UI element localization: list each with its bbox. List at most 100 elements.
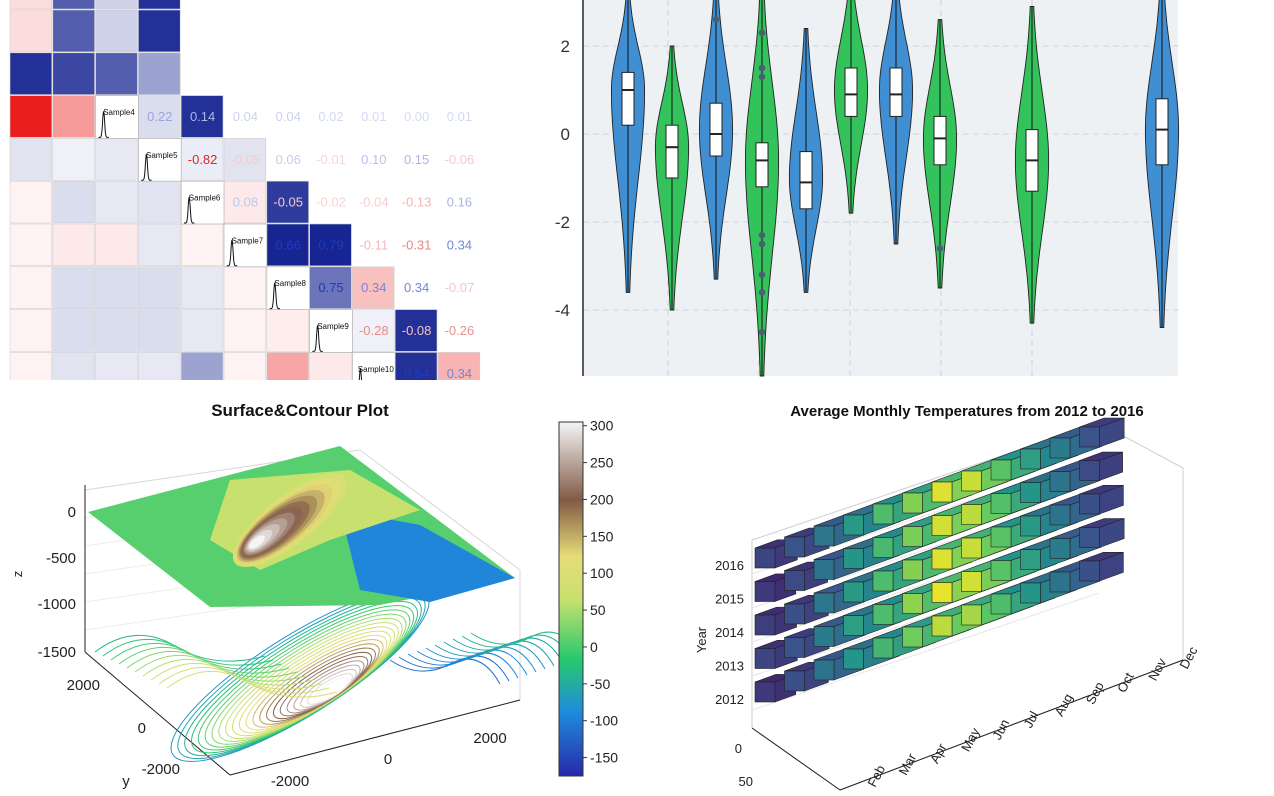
x-tick-label: -2000	[271, 773, 309, 790]
density-curve	[184, 196, 195, 224]
heatmap-cell	[9, 52, 53, 95]
heatmap-cell	[223, 309, 267, 352]
x-axis-line	[229, 699, 521, 776]
density-curve	[312, 325, 323, 352]
correlation-value: 0.75	[318, 280, 343, 295]
bar-front-face	[813, 592, 835, 614]
correlation-value: -0.04	[359, 195, 389, 210]
bar-front-face	[1020, 515, 1041, 537]
correlation-value: 0.04	[233, 109, 258, 124]
heatmap-cell	[309, 223, 352, 267]
contour-line	[416, 649, 528, 676]
bar-front-face	[902, 626, 923, 648]
colorbar-tick-label: 0	[590, 639, 598, 655]
month-tick-label: Jul	[1020, 709, 1041, 731]
bar-front-face	[931, 481, 953, 503]
correlation-value: 0.08	[233, 195, 258, 210]
bar-front-face	[961, 604, 982, 626]
bar3d-title: Average Monthly Temperatures from 2012 t…	[790, 403, 1143, 420]
colorbar-tick-label: -50	[590, 676, 610, 692]
contour-line	[204, 609, 411, 748]
contour-line	[313, 677, 350, 703]
heatmap-cell	[9, 180, 53, 224]
month-tick-label: Mar	[896, 750, 920, 777]
z-tick-label: 0	[735, 741, 742, 756]
bar-front-face	[872, 604, 894, 625]
bar-front-face	[754, 581, 776, 602]
density-curve	[98, 111, 109, 138]
bar-front-face	[931, 515, 953, 536]
heatmap-cell	[138, 52, 181, 95]
colorbar-tick-label: 50	[590, 602, 606, 618]
heatmap-cell	[95, 9, 138, 53]
y-axis-label: y	[122, 773, 130, 790]
y-tick-label: -2	[555, 213, 570, 232]
correlation-value: -0.28	[359, 323, 389, 338]
month-tick-label: Dec	[1176, 644, 1200, 672]
heatmap-cell	[52, 352, 95, 380]
bar-front-face	[813, 626, 835, 647]
heatmap-cell	[52, 266, 95, 309]
diagonal-label: Sample9	[317, 322, 349, 331]
month-tick-label: Oct	[1114, 670, 1137, 695]
violin-box	[1155, 98, 1169, 166]
heatmap-cell	[138, 95, 181, 138]
bar-front-face	[813, 559, 835, 580]
outlier-point	[758, 289, 766, 296]
violin-box	[799, 151, 813, 210]
y-tick-label: 2	[561, 37, 570, 56]
heatmap-cell	[266, 309, 309, 352]
colorbar-tick-label: 300	[590, 418, 614, 434]
colorbar-tick-label: -100	[590, 713, 618, 729]
bar-front-face	[990, 459, 1012, 481]
heatmap-cell	[95, 352, 138, 380]
heatmap-cell	[9, 352, 53, 380]
diagonal-label: Sample6	[189, 194, 221, 203]
y-tick-label: -4	[555, 301, 570, 320]
correlation-value: 0.00	[404, 109, 429, 124]
density-curve	[141, 154, 152, 181]
correlation-value: 0.79	[318, 237, 343, 252]
colorbar-tick-label: 250	[590, 455, 614, 471]
y-axis-line	[84, 651, 231, 776]
heatmap-cell	[52, 0, 95, 10]
year-tick-label: 2014	[715, 625, 744, 640]
density-curve	[358, 368, 363, 380]
bar-front-face	[902, 559, 923, 581]
bar-front-face	[990, 493, 1012, 514]
correlation-value: 0.10	[361, 152, 386, 167]
violin-box	[933, 115, 947, 166]
outlier-point	[758, 73, 766, 81]
year-tick-label: 2012	[715, 692, 744, 707]
correlation-value: -0.01	[316, 152, 346, 167]
bar-front-face	[1079, 460, 1100, 481]
bar-front-face	[872, 503, 894, 525]
box-guide	[359, 449, 521, 571]
heatmap-cell	[9, 309, 53, 352]
z-tick-label: -500	[46, 550, 76, 567]
correlation-value: -0.26	[445, 323, 475, 338]
heatmap-cell	[138, 309, 181, 352]
heatmap-cell	[437, 352, 481, 380]
x-tick-label: 2000	[473, 730, 506, 747]
z-tick-label: -1000	[38, 596, 76, 613]
correlation-value: 0.34	[361, 280, 386, 295]
bar-front-face	[931, 582, 953, 603]
heatmap-cell	[309, 266, 352, 309]
bar-front-face	[1049, 504, 1071, 526]
year-tick-label: 2016	[715, 558, 744, 573]
surface-lowland	[340, 510, 515, 602]
heatmap-cell	[180, 309, 224, 352]
bar-front-face	[754, 614, 776, 636]
correlation-value: 0.64	[404, 366, 429, 380]
violin-box	[621, 71, 635, 126]
year-tick-label: 2013	[715, 659, 744, 674]
month-tick-label: May	[958, 725, 983, 754]
bar-front-face	[784, 637, 805, 658]
correlation-value: 0.34	[447, 237, 472, 252]
heatmap-cell	[9, 266, 53, 309]
bar-front-face	[990, 560, 1012, 581]
bar-front-face	[1020, 448, 1041, 470]
bar-front-face	[902, 526, 923, 547]
correlation-value: -0.82	[188, 152, 218, 167]
